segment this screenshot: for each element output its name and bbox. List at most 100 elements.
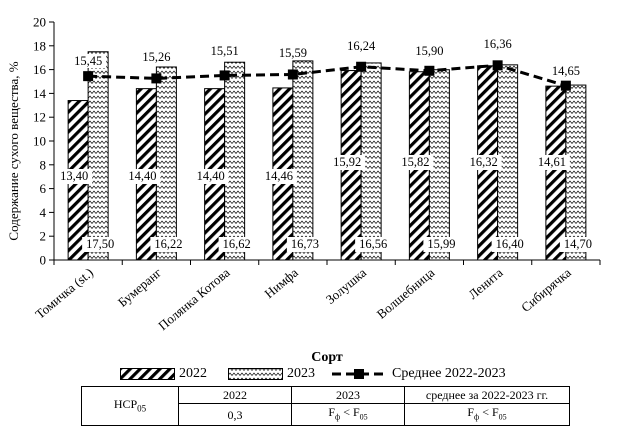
label-bg-mean [479, 37, 516, 51]
bar-2023 [87, 51, 109, 261]
chart: 0 2 4 6 8 10 12 14 16 18 20 13,40 17,50 15,45 14,40 16… [6, 15, 601, 365]
data-label-2023: 16,40 [496, 237, 524, 251]
lsd-header-2022: 2022 [178, 386, 292, 404]
bar-2022 [545, 85, 567, 261]
label-bg-2023 [150, 237, 187, 252]
data-label-2022: 16,32 [470, 155, 498, 169]
y-tick-label: 14 [33, 86, 47, 101]
legend-label-mean: Среднее 2022-2023 [392, 366, 506, 381]
x-tick-label: Золушка [323, 265, 369, 307]
data-label-mean: 14,65 [552, 64, 580, 78]
y-tick-label: 4 [40, 205, 47, 220]
y-tick-label: 18 [33, 38, 46, 53]
label-bg-2023 [423, 237, 460, 252]
y-axis-title: Содержание сухого вещества, % [6, 61, 21, 240]
label-bg-mean [138, 50, 175, 64]
data-label-2022: 13,40 [60, 169, 88, 183]
x-tick-label: Нимфа [261, 265, 301, 302]
label-bg-mean [343, 39, 380, 53]
data-label-2022: 14,40 [197, 169, 225, 183]
bar-2023 [565, 84, 587, 261]
mean-marker [219, 70, 230, 81]
bar-2023 [155, 66, 177, 261]
y-tick-label: 6 [40, 181, 47, 196]
y-tick-label: 8 [40, 157, 47, 172]
data-label-mean: 15,45 [74, 54, 102, 68]
mean-marker [287, 69, 298, 80]
lsd-table: НСР05 2022 2023 среднее за 2022-2023 гг.… [81, 385, 570, 426]
legend-item-mean: Среднее 2022-2023 [330, 366, 506, 382]
data-label-mean: 16,24 [347, 39, 376, 53]
legend-swatch-2023 [228, 368, 283, 380]
legend-swatch-mean [332, 369, 386, 379]
label-bg-2022 [397, 155, 434, 170]
data-label-2022: 14,46 [265, 169, 293, 183]
label-bg-2022 [124, 169, 161, 184]
data-label-2022: 14,61 [538, 155, 566, 169]
bar-2023 [292, 60, 314, 261]
data-label-mean: 15,51 [211, 44, 239, 58]
legend-label-2022: 2022 [179, 366, 207, 381]
mean-marker [83, 71, 94, 82]
label-bg-2022 [533, 155, 570, 170]
data-label-2023: 17,50 [86, 237, 114, 251]
mean-marker [356, 61, 367, 72]
lsd-value-2022: 0,3 [178, 402, 292, 426]
data-label-2022: 15,92 [333, 155, 361, 169]
label-bg-2022 [260, 169, 297, 184]
lsd-header-row: НСР05 2022 2023 среднее за 2022-2023 гг. [81, 385, 570, 426]
lsd-value-2023: Fф < F05 [291, 402, 405, 426]
data-label-2023: 16,62 [223, 237, 251, 251]
data-label-2022: 15,82 [401, 155, 429, 169]
y-tick-label: 16 [33, 62, 47, 77]
label-bg-2023 [491, 237, 528, 252]
legend-label-2023: 2023 [287, 366, 315, 381]
legend-swatch-2022 [120, 368, 175, 380]
y-tick-label: 12 [33, 110, 46, 125]
label-bg-mean [206, 44, 243, 58]
mean-line [88, 63, 567, 88]
legend: 2022 2023 Среднее 2022-2023 [120, 366, 540, 386]
mean-marker [151, 73, 162, 84]
data-label-2023: 15,99 [427, 237, 455, 251]
data-label-2023: 14,70 [564, 237, 592, 251]
data-label-mean: 15,26 [142, 50, 170, 64]
x-tick-label: Сибирячка [518, 265, 574, 315]
bar-2023 [224, 61, 246, 261]
label-bg-2023 [218, 237, 255, 252]
label-bg-2023 [559, 237, 596, 252]
lsd-header-mean: среднее за 2022-2023 гг. [404, 386, 570, 404]
label-bg-2023 [355, 237, 392, 252]
lsd-value-mean: Fф < F05 [404, 402, 570, 426]
x-tick-label: Ленита [465, 265, 505, 302]
data-label-2022: 14,40 [128, 169, 156, 183]
label-bg-mean [411, 44, 448, 58]
label-bg-2022 [465, 155, 502, 170]
data-label-2023: 16,56 [359, 237, 387, 251]
label-bg-mean [274, 46, 311, 60]
y-tick-label: 2 [40, 229, 47, 244]
x-tick-label: Томичка (st.) [32, 265, 96, 322]
y-tick-label: 0 [40, 253, 47, 268]
legend-item-2023: 2023 [228, 366, 315, 382]
y-tick-label: 10 [33, 134, 46, 149]
label-bg-2022 [329, 155, 366, 170]
lsd-row-header: НСР05 [81, 385, 179, 426]
label-bg-2022 [192, 169, 229, 184]
label-bg-2023 [286, 237, 323, 252]
label-bg-2022 [56, 169, 93, 184]
lsd-header-2023: 2023 [291, 386, 405, 404]
x-axis-title: Сорт [311, 350, 343, 365]
label-bg-mean [70, 54, 107, 68]
label-bg-2023 [82, 237, 119, 252]
mean-marker [560, 80, 571, 91]
label-bg-mean [547, 64, 584, 78]
mean-marker [492, 60, 503, 71]
data-label-mean: 15,59 [279, 46, 307, 60]
x-tick-label: Полянка Котова [155, 265, 233, 333]
x-tick-label: Бумеранг [115, 265, 165, 310]
data-label-2023: 16,22 [154, 237, 182, 251]
y-tick-label: 20 [33, 15, 46, 30]
x-tick-label: Волшебница [374, 265, 438, 322]
data-label-2023: 16,73 [291, 237, 319, 251]
